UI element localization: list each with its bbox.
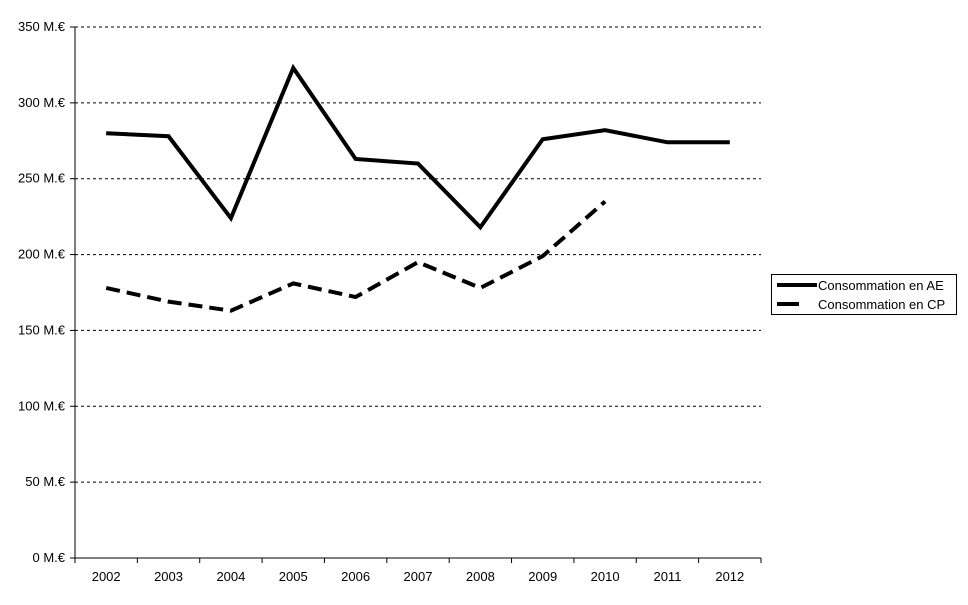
y-tick-label: 300 M.€ — [18, 95, 66, 110]
dashed-line-swatch — [777, 302, 799, 306]
x-tick-label: 2010 — [591, 569, 620, 584]
legend-swatch-cell — [777, 283, 818, 287]
legend-label-ae: Consommation en AE — [818, 277, 944, 293]
x-tick-label: 2004 — [216, 569, 245, 584]
y-tick-label: 250 M.€ — [18, 171, 66, 186]
series-line-ae — [106, 63, 730, 231]
x-tick-label: 2007 — [404, 569, 433, 584]
series-line-cp — [105, 199, 607, 313]
legend-item-ae: Consommation en AE — [772, 276, 956, 294]
legend: Consommation en AE Consommation en CP — [771, 274, 957, 315]
y-tick-label: 350 M.€ — [18, 19, 66, 34]
x-tick-label: 2008 — [466, 569, 495, 584]
legend-swatch-cell — [777, 302, 818, 306]
x-tick-label: 2012 — [715, 569, 744, 584]
x-tick-label: 2011 — [653, 569, 681, 584]
legend-item-cp: Consommation en CP — [772, 295, 956, 313]
y-tick-label: 150 M.€ — [18, 322, 66, 337]
x-tick-label: 2005 — [279, 569, 308, 584]
x-tick-label: 2006 — [341, 569, 370, 584]
legend-label-cp: Consommation en CP — [818, 296, 946, 312]
x-tick-label: 2003 — [154, 569, 183, 584]
x-tick-label: 2009 — [528, 569, 557, 584]
y-tick-label: 100 M.€ — [18, 398, 66, 413]
y-tick-label: 0 M.€ — [32, 550, 65, 565]
y-tick-label: 50 M.€ — [25, 474, 66, 489]
x-tick-label: 2002 — [92, 569, 121, 584]
solid-line-swatch — [777, 283, 817, 287]
y-tick-label: 200 M.€ — [18, 247, 66, 262]
